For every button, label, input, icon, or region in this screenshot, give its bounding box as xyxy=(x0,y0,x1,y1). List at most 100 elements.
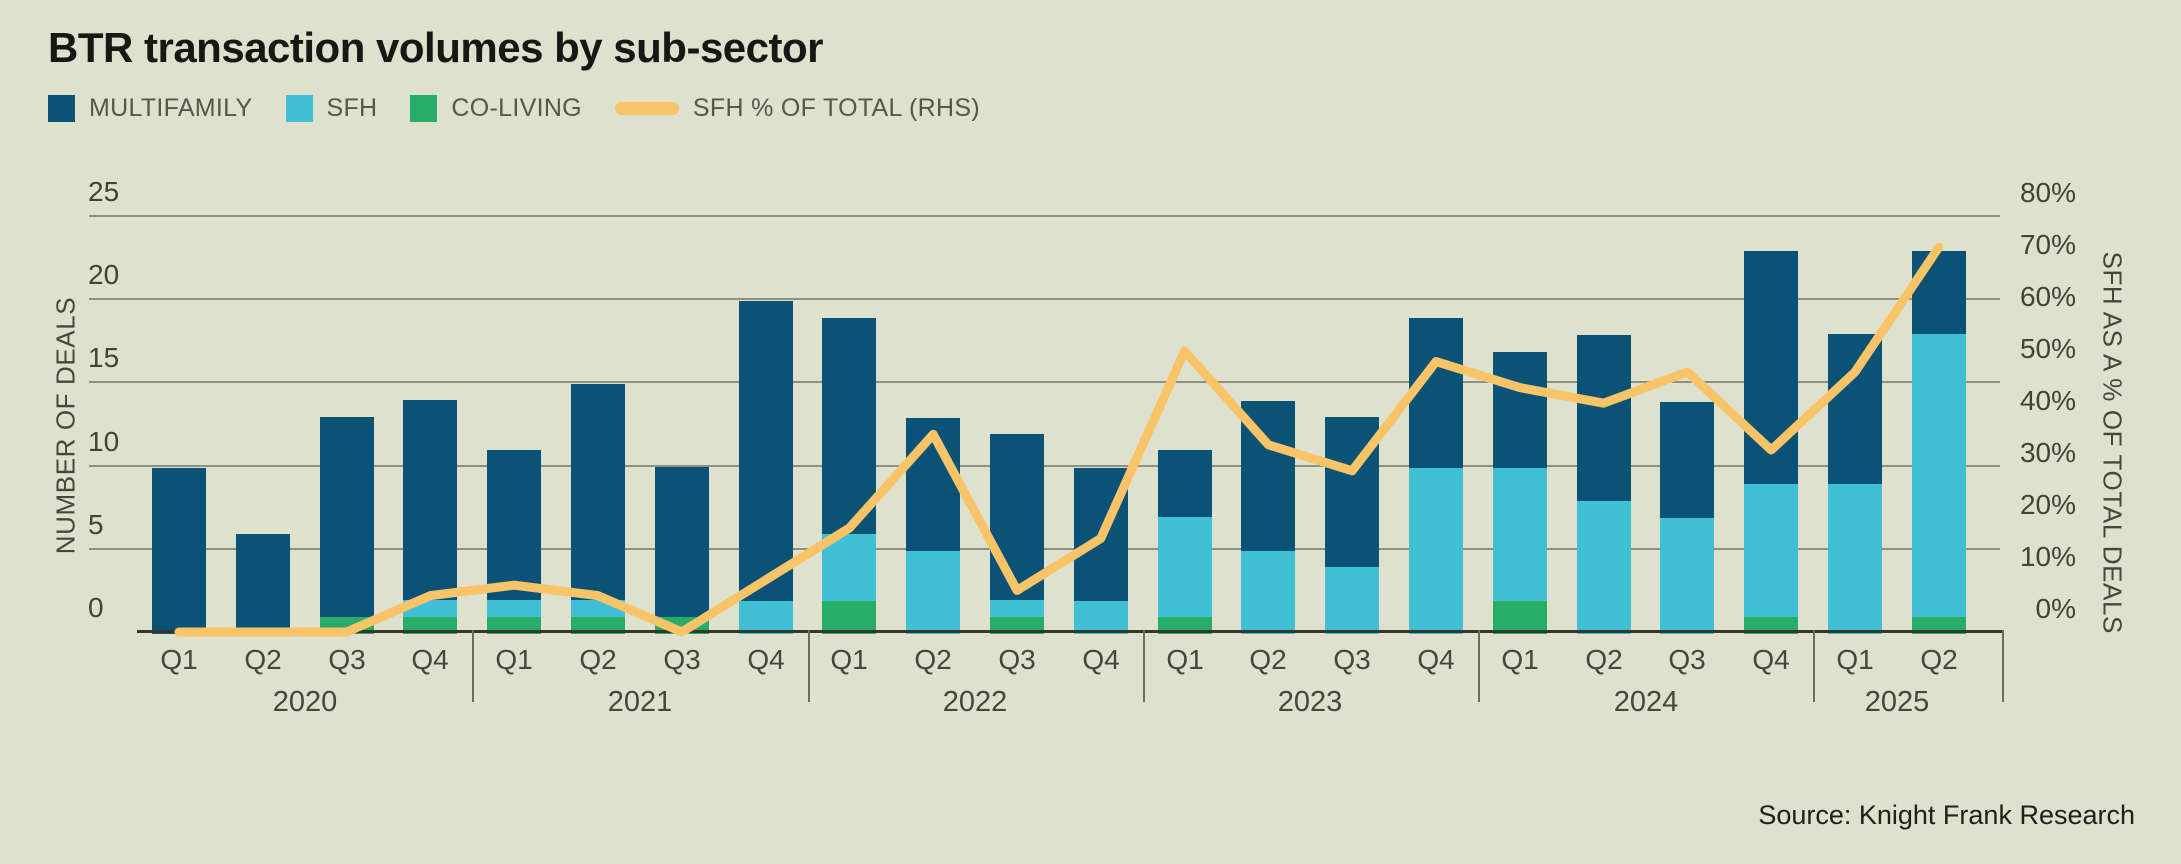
year-divider xyxy=(472,630,474,702)
year-divider xyxy=(1143,630,1145,702)
x-year-label: 2024 xyxy=(1613,686,1679,718)
y-axis-right-tick: 0% xyxy=(2035,593,2076,624)
year-divider xyxy=(2002,630,2004,702)
bar-segment-multifamily xyxy=(1074,468,1128,601)
bar-group xyxy=(1577,335,1631,634)
legend-item: CO-LIVING xyxy=(410,94,582,123)
bar-segment-multifamily xyxy=(1828,334,1882,484)
x-quarter-label: Q3 xyxy=(998,644,1036,675)
bar-segment-multifamily xyxy=(1577,335,1631,501)
x-quarter-label: Q1 xyxy=(1166,644,1204,675)
bar-group xyxy=(1074,468,1128,634)
bar-segment-multifamily xyxy=(320,417,374,617)
bar-group xyxy=(822,318,876,634)
x-quarter-label: Q2 xyxy=(1920,644,1958,675)
bar-group xyxy=(655,467,709,634)
y-axis-right-tick: 10% xyxy=(2019,541,2076,572)
y-axis-left-tick: 25 xyxy=(88,176,120,207)
legend-swatch-multifamily xyxy=(48,95,75,122)
bar-group xyxy=(487,450,541,634)
legend-item: SFH xyxy=(285,94,378,123)
year-divider xyxy=(808,630,810,702)
x-quarter-label: Q2 xyxy=(579,644,617,675)
x-quarter-label: Q4 xyxy=(1752,644,1790,675)
x-year-label: 2022 xyxy=(942,686,1008,718)
legend-item: SFH % OF TOTAL (RHS) xyxy=(614,94,980,123)
legend: MULTIFAMILY SFH CO-LIVING SFH % OF TOTAL (R… xyxy=(48,94,980,123)
bar-segment-sfh xyxy=(1744,484,1798,617)
x-quarter-label: Q1 xyxy=(495,644,533,675)
bar-group xyxy=(990,434,1044,634)
x-quarter-label: Q1 xyxy=(830,644,868,675)
x-quarter-label: Q3 xyxy=(663,644,701,675)
bar-segment-multifamily xyxy=(990,434,1044,600)
x-quarter-label: Q3 xyxy=(1333,644,1371,675)
bar-group xyxy=(1660,402,1714,634)
bar-segment-multifamily xyxy=(1409,318,1463,468)
legend-item-label: SFH xyxy=(326,94,378,122)
year-divider xyxy=(1478,630,1480,702)
bar-segment-sfh xyxy=(403,600,457,617)
year-divider xyxy=(1813,630,1815,702)
y-axis-right-tick: 70% xyxy=(2019,229,2076,260)
bar-segment-multifamily xyxy=(739,301,793,601)
bar-group xyxy=(1828,334,1882,634)
gridline xyxy=(89,381,2000,384)
bar-segment-sfh xyxy=(1912,334,1966,617)
bar-segment-sfh xyxy=(1158,517,1212,617)
y-axis-right-tick: 20% xyxy=(2019,489,2076,520)
bar-segment-multifamily xyxy=(1325,417,1379,567)
bar-segment-sfh xyxy=(1325,567,1379,634)
x-quarter-label: Q2 xyxy=(1249,644,1287,675)
bar-segment-sfh xyxy=(487,600,541,617)
legend-item-label: CO-LIVING xyxy=(451,94,582,122)
bar-group xyxy=(1241,401,1295,634)
gridline xyxy=(89,298,2000,301)
bar-group xyxy=(1409,318,1463,634)
bar-segment-sfh xyxy=(1828,484,1882,634)
bar-group xyxy=(1493,352,1547,634)
bar-group xyxy=(320,417,374,634)
bar-segment-sfh xyxy=(990,600,1044,617)
x-quarter-label: Q4 xyxy=(411,644,449,675)
x-quarter-label: Q4 xyxy=(1082,644,1120,675)
bar-segment-multifamily xyxy=(1241,401,1295,551)
bar-segment-sfh xyxy=(571,600,625,617)
bar-segment-multifamily xyxy=(1158,450,1212,517)
bar-segment-multifamily xyxy=(655,467,709,617)
bar-group xyxy=(236,534,290,634)
x-quarter-label: Q4 xyxy=(747,644,785,675)
bar-group xyxy=(1158,450,1212,634)
y-axis-left-tick: 5 xyxy=(88,508,104,540)
x-quarter-label: Q1 xyxy=(160,644,198,675)
bar-segment-multifamily xyxy=(487,450,541,600)
bar-group xyxy=(1744,251,1798,634)
legend-swatch-sfh-of-total-rhs- xyxy=(614,102,679,115)
legend-item-label: SFH % OF TOTAL (RHS) xyxy=(692,94,980,122)
x-axis-line xyxy=(137,630,2003,633)
y-axis-right-tick: 50% xyxy=(2019,333,2076,364)
x-quarter-label: Q3 xyxy=(1668,644,1706,675)
bar-group xyxy=(403,400,457,634)
bar-segment-multifamily xyxy=(403,400,457,600)
y-axis-right-tick: 30% xyxy=(2019,437,2076,468)
x-quarter-label: Q2 xyxy=(1585,644,1623,675)
bar-group xyxy=(739,301,793,634)
bar-group xyxy=(571,384,625,634)
bar-group xyxy=(906,418,960,634)
x-quarter-label: Q2 xyxy=(914,644,952,675)
bar-segment-multifamily xyxy=(1660,402,1714,518)
legend-swatch-co-living xyxy=(410,95,438,122)
y-axis-right-tick: 40% xyxy=(2019,385,2076,416)
bar-segment-sfh xyxy=(1577,501,1631,634)
legend-swatch-sfh xyxy=(285,95,313,122)
y-axis-right-title: SFH AS A % OF TOTAL DEALS xyxy=(2097,251,2128,635)
bar-segment-sfh xyxy=(1409,468,1463,634)
x-quarter-label: Q1 xyxy=(1836,644,1874,675)
bar-segment-sfh xyxy=(822,534,876,601)
legend-item: MULTIFAMILY xyxy=(48,94,253,123)
x-year-label: 2025 xyxy=(1864,686,1930,718)
x-quarter-label: Q1 xyxy=(1501,644,1539,675)
x-quarter-label: Q3 xyxy=(328,644,366,675)
